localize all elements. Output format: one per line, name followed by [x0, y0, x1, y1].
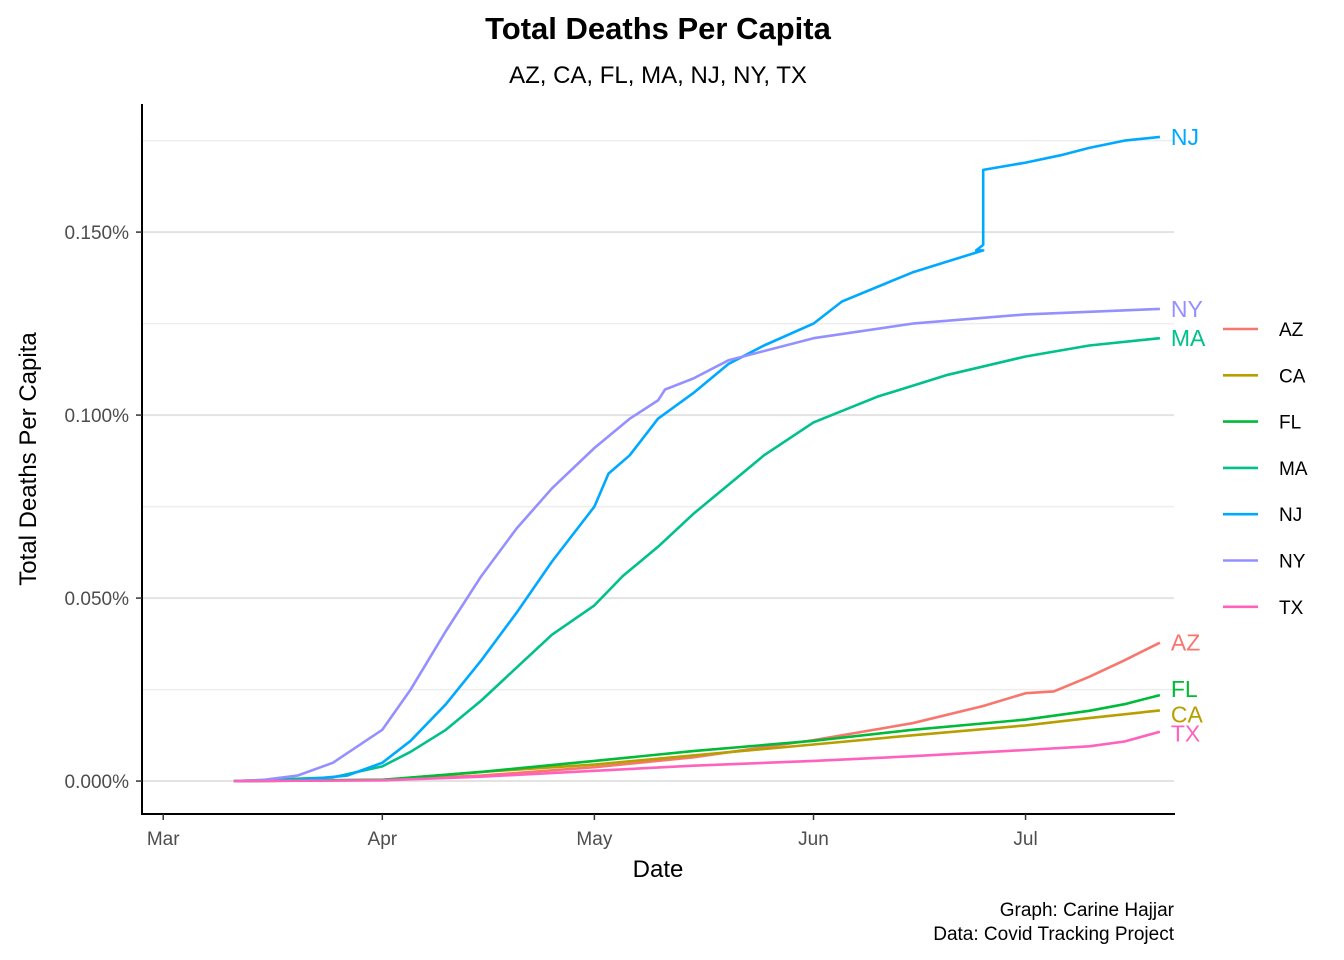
- chart-subtitle: AZ, CA, FL, MA, NJ, NY, TX: [509, 62, 807, 89]
- end-label-nj: NJ: [1171, 124, 1199, 150]
- legend-label-az: AZ: [1279, 320, 1304, 341]
- end-label-ca: CA: [1171, 701, 1204, 727]
- x-axis-title: Date: [633, 856, 684, 883]
- series-line-az: [233, 641, 1161, 783]
- caption-data-source: Data: Covid Tracking Project: [933, 924, 1174, 945]
- x-tick-label: May: [576, 829, 612, 850]
- y-tick-label: 0.100%: [65, 406, 130, 427]
- series-line-fl: [233, 693, 1161, 783]
- x-tick-label: Apr: [368, 829, 398, 850]
- axes: [141, 104, 1175, 815]
- end-label-az: AZ: [1171, 630, 1200, 656]
- legend: AZ CA FL MA NJ NY TX: [1223, 320, 1308, 619]
- y-axis-ticks: 0.000% 0.050% 0.100% 0.150%: [65, 223, 142, 793]
- caption-graph-credit: Graph: Carine Hajjar: [1000, 900, 1175, 921]
- y-axis-title: Total Deaths Per Capita: [15, 332, 42, 586]
- series-line-tx: [233, 730, 1161, 783]
- y-tick-label: 0.050%: [65, 589, 130, 610]
- chart-title: Total Deaths Per Capita: [485, 11, 831, 46]
- grid-lines: [142, 139, 1174, 783]
- legend-label-tx: TX: [1279, 598, 1304, 619]
- end-label-ma: MA: [1171, 325, 1206, 351]
- legend-label-fl: FL: [1279, 413, 1301, 434]
- x-tick-label: Jun: [798, 829, 829, 850]
- series-line-ny: [233, 307, 1160, 783]
- legend-label-ny: NY: [1279, 552, 1306, 573]
- legend-label-ma: MA: [1279, 459, 1308, 480]
- x-tick-label: Mar: [147, 829, 180, 850]
- end-label-fl: FL: [1171, 676, 1198, 702]
- legend-label-nj: NJ: [1279, 505, 1302, 526]
- x-tick-label: Jul: [1013, 829, 1037, 850]
- y-tick-label: 0.150%: [65, 223, 130, 244]
- series-line-nj: [233, 135, 1161, 783]
- series-line-ma: [233, 336, 1161, 783]
- x-axis-ticks: Mar Apr May Jun Jul: [147, 814, 1038, 850]
- end-label-tx: TX: [1171, 721, 1200, 747]
- y-tick-label: 0.000%: [65, 772, 130, 793]
- legend-label-ca: CA: [1279, 366, 1306, 387]
- end-label-ny: NY: [1171, 296, 1203, 322]
- series-lines: [233, 135, 1161, 783]
